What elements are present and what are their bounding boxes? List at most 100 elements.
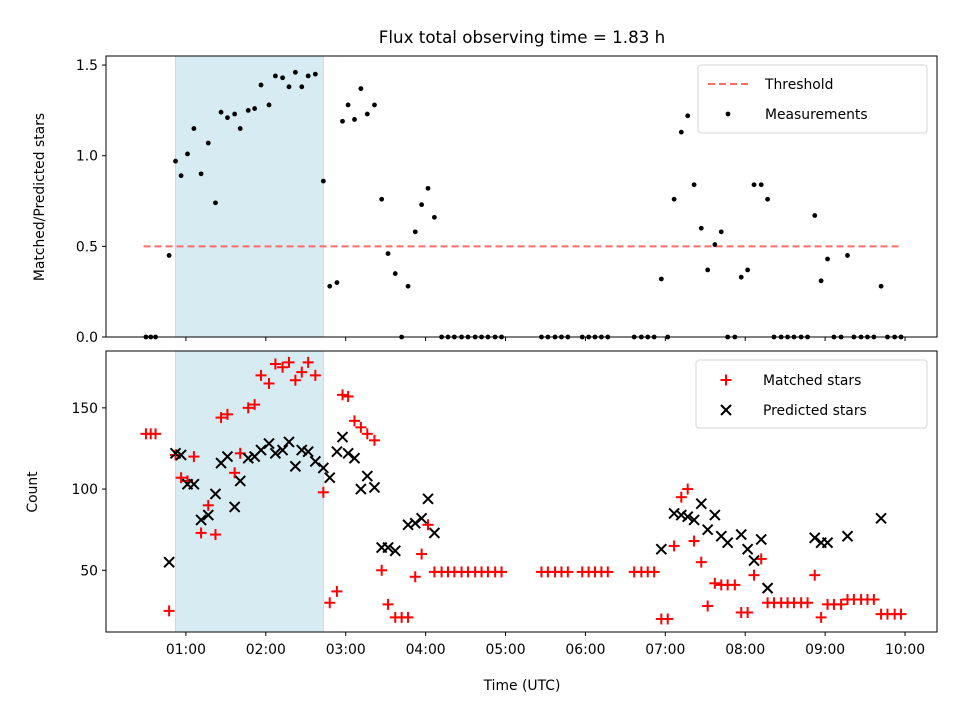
predicted-star-point — [228, 501, 241, 513]
measurements-legend-swatch — [725, 111, 731, 117]
matched-star-point — [422, 519, 434, 531]
predicted-star-point — [709, 509, 721, 521]
matched-star-point — [296, 366, 308, 378]
bottom-shaded-span — [175, 350, 324, 633]
matched-star-point — [895, 608, 907, 620]
matched-legend-label: Matched stars — [763, 373, 861, 389]
matched-star-point — [682, 483, 694, 495]
measurement-point — [305, 73, 311, 79]
predicted-star-point — [263, 437, 275, 450]
measurement-point — [751, 182, 757, 188]
measurement-point — [419, 202, 425, 208]
bottom-x-tick-label: 04:00 — [406, 642, 446, 658]
matched-star-point — [263, 377, 275, 389]
measurement-point — [299, 84, 305, 90]
measurement-point — [185, 151, 190, 157]
measurement-point — [327, 283, 333, 289]
measurement-point — [198, 171, 204, 177]
matched-star-point — [324, 597, 336, 609]
matched-star-point — [742, 607, 754, 619]
measurement-point — [292, 69, 298, 75]
bottom-panel: 50 100 150 01:00 02:00 03:00 04:00 05:00 06:00 07… — [25, 350, 938, 694]
predicted-star-point — [701, 523, 714, 536]
measurement-point — [258, 82, 264, 88]
measurement-point — [173, 158, 178, 164]
measurement-point — [232, 111, 238, 117]
measurement-point — [825, 256, 830, 262]
predicted-star-point — [195, 514, 207, 526]
matched-star-point — [709, 577, 721, 589]
bottom-x-tick-label: 01:00 — [166, 642, 206, 658]
measurement-point — [225, 115, 230, 121]
matched-star-point — [317, 486, 329, 498]
predicted-star-point — [283, 436, 295, 448]
matched-star-point — [648, 566, 660, 578]
predicted-legend-swatch — [720, 404, 732, 416]
predicted-star-point — [175, 449, 187, 461]
predicted-star-point — [269, 447, 282, 460]
threshold-legend-label: Threshold — [764, 77, 833, 93]
predicted-star-point — [355, 483, 367, 495]
predicted-star-point — [163, 556, 175, 568]
matched-star-point — [175, 472, 187, 484]
measurement-point — [738, 274, 744, 280]
measurement-point — [412, 229, 418, 235]
predicted-star-point — [409, 517, 421, 529]
measurement-point — [758, 182, 764, 188]
measurement-point — [364, 111, 370, 117]
top-y-tick-label: 1.5 — [76, 58, 98, 74]
matched-star-point — [809, 569, 821, 581]
measurement-point — [191, 126, 197, 131]
matched-star-point — [802, 597, 814, 609]
matched-star-point — [170, 449, 182, 461]
matched-star-point — [202, 499, 214, 511]
measurement-point — [698, 225, 704, 231]
predicted-star-point — [317, 462, 330, 474]
measurement-point — [678, 129, 684, 135]
matched-star-point — [702, 600, 714, 612]
bottom-x-tick-label: 02:00 — [246, 642, 286, 658]
matched-star-point — [337, 389, 349, 401]
matched-star-point — [675, 491, 687, 503]
matched-star-point — [209, 529, 221, 541]
predicted-star-point — [809, 532, 821, 544]
matched-star-point — [562, 566, 574, 578]
predicted-star-point — [741, 543, 754, 555]
top-shaded-span — [175, 55, 324, 338]
measurement-point — [320, 178, 326, 184]
bottom-y-tick-label: 150 — [71, 401, 98, 417]
predicted-star-point — [331, 445, 343, 458]
measurement-point — [345, 102, 351, 108]
predicted-star-point — [841, 530, 854, 542]
predicted-star-point — [202, 509, 214, 521]
measurement-point — [878, 283, 884, 289]
matched-star-point — [409, 571, 421, 583]
measurement-point — [205, 140, 211, 146]
measurement-point — [266, 102, 272, 108]
matched-star-point — [688, 535, 700, 547]
predicted-star-point — [755, 533, 767, 546]
bottom-y-axis-label: Count — [25, 471, 41, 513]
predicted-star-point — [761, 582, 774, 594]
predicted-star-point — [342, 447, 354, 460]
bottom-x-tick-label: 03:00 — [326, 642, 366, 658]
measurement-point — [385, 251, 391, 257]
matched-star-point — [195, 527, 207, 539]
measurement-point — [358, 86, 364, 92]
measurement-point — [178, 173, 184, 179]
predicted-star-point — [681, 510, 694, 523]
measurement-point — [812, 213, 818, 218]
predicted-star-point — [428, 527, 441, 539]
measurement-point — [286, 84, 292, 90]
matched-star-point — [255, 369, 267, 381]
predicted-star-point — [735, 528, 747, 541]
measurement-point — [671, 196, 677, 202]
measurement-point — [845, 253, 850, 258]
predicted-star-point — [721, 536, 734, 549]
measurement-point — [745, 267, 751, 273]
bottom-panel-frame — [105, 350, 938, 633]
predicted-star-point — [336, 431, 349, 443]
matched-star-point — [349, 415, 361, 427]
matched-star-point — [668, 540, 680, 552]
